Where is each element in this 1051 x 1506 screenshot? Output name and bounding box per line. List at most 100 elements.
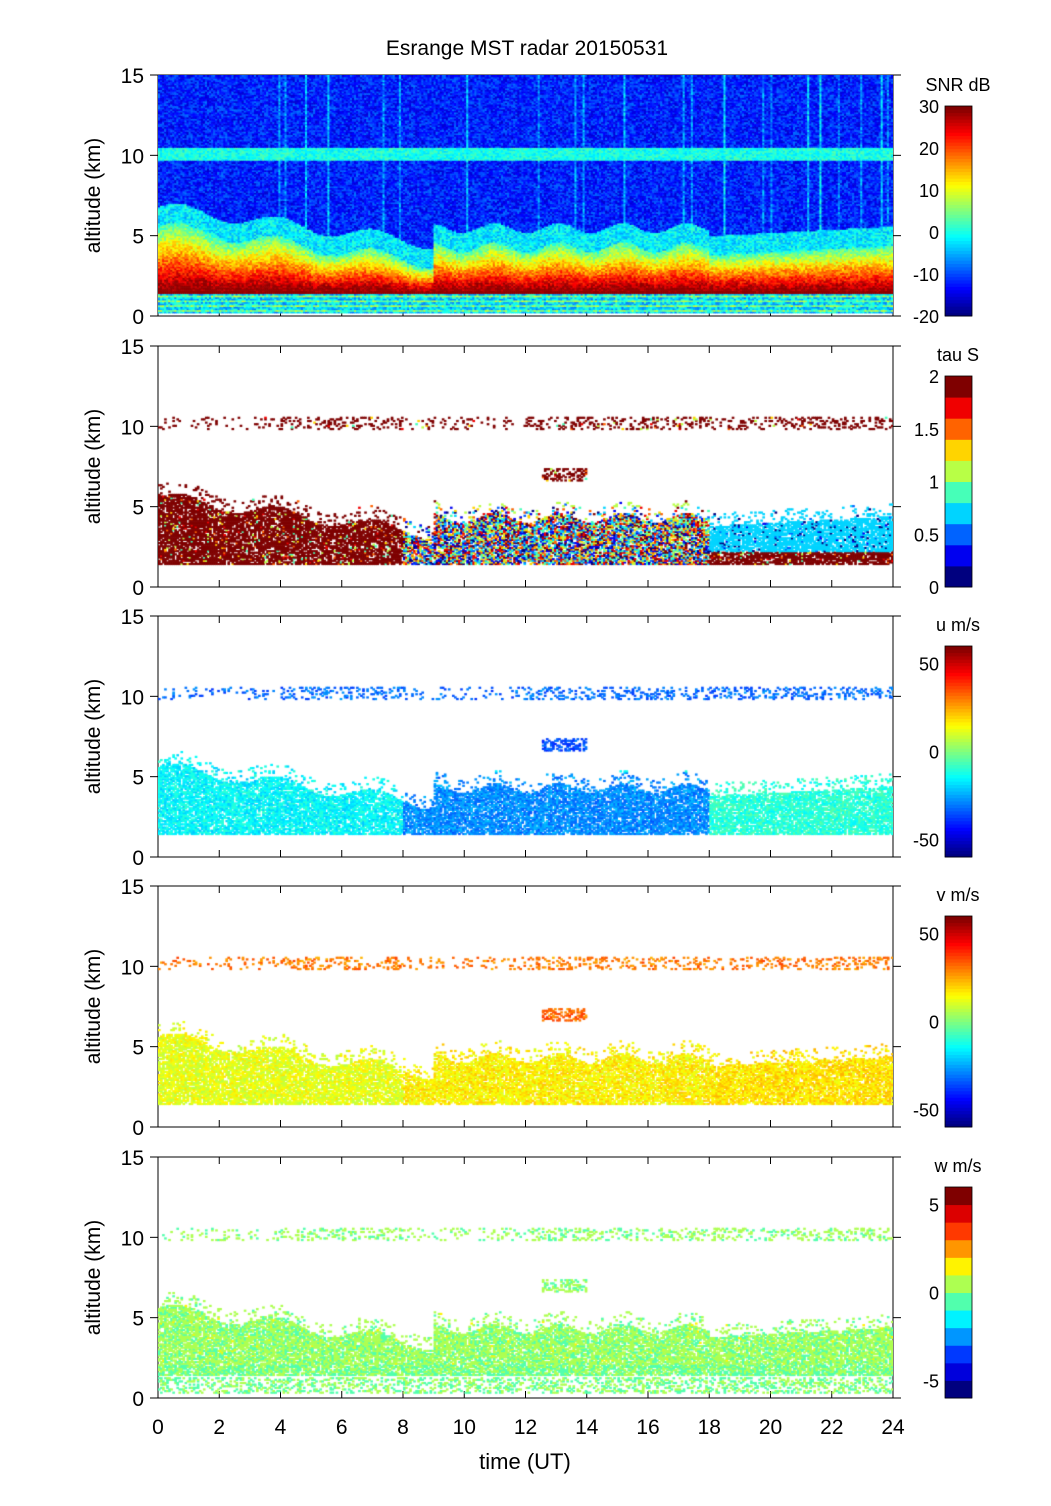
colorbar-frame-w xyxy=(944,1186,973,1399)
colorbar-segment xyxy=(945,1362,972,1381)
colorbar-segment xyxy=(945,289,972,294)
colorbar-tick-label: -50 xyxy=(913,1100,939,1120)
colorbar-label-u: u m/s xyxy=(936,615,980,635)
colorbar-segment xyxy=(945,754,972,759)
colorbar-segment xyxy=(945,1292,972,1311)
colorbar-segment xyxy=(945,804,972,809)
colorbar-label-w: w m/s xyxy=(934,1156,982,1176)
y-axis-label-u: altitude (km) xyxy=(82,679,105,795)
colorbar-segment xyxy=(945,1021,972,1026)
colorbar-segment xyxy=(945,853,972,858)
colorbar-segment xyxy=(945,833,972,838)
colorbar-segment xyxy=(945,692,972,696)
y-tick-label: 15 xyxy=(121,65,144,88)
colorbar-tick-label: 0 xyxy=(929,743,939,763)
colorbar-segment xyxy=(945,728,972,733)
colorbar-segment xyxy=(945,168,972,173)
x-tick-label: 24 xyxy=(881,1416,905,1439)
heatmap-u xyxy=(158,616,893,857)
colorbar-segment xyxy=(945,695,972,700)
colorbar-segment xyxy=(945,850,972,855)
colorbar-segment xyxy=(945,916,972,920)
colorbar-segment xyxy=(945,718,972,723)
colorbar-segment xyxy=(945,1222,972,1241)
colorbar-label-snr: SNR dB xyxy=(925,75,990,95)
y-tick-label: 15 xyxy=(121,336,144,359)
y-axis-label-snr: altitude (km) xyxy=(82,138,105,254)
colorbar-segment xyxy=(945,283,972,287)
colorbar-segment xyxy=(945,1041,972,1046)
colorbar-segment xyxy=(945,705,972,710)
y-tick-label: 10 xyxy=(121,686,144,709)
colorbar-segment xyxy=(945,1008,972,1013)
colorbar-segment xyxy=(945,988,972,993)
colorbar-segment xyxy=(945,181,972,186)
colorbar-segment xyxy=(945,171,972,176)
colorbar-segment xyxy=(945,781,972,785)
colorbar-segment xyxy=(945,675,972,680)
y-tick-label: 0 xyxy=(132,1117,144,1140)
colorbar-tick-label: 50 xyxy=(919,655,939,675)
colorbar-segment xyxy=(945,1031,972,1036)
colorbar-tick-label: 50 xyxy=(919,925,939,945)
colorbar-segment xyxy=(945,194,972,199)
colorbar-segment xyxy=(945,544,972,567)
colorbar-segment xyxy=(945,224,972,228)
colorbar-segment xyxy=(945,830,972,835)
colorbar-segment xyxy=(945,165,972,169)
x-tick-label: 6 xyxy=(336,1416,348,1439)
colorbar-segment xyxy=(945,237,972,242)
colorbar-segment xyxy=(945,1028,972,1032)
colorbar-segment xyxy=(945,115,972,120)
colorbar-segment xyxy=(945,810,972,815)
colorbar-segment xyxy=(945,945,972,950)
colorbar-segment xyxy=(945,1077,972,1082)
y-tick-label: 5 xyxy=(132,497,144,520)
x-tick-label: 18 xyxy=(698,1416,721,1439)
y-tick-label: 15 xyxy=(121,606,144,629)
colorbar-segment xyxy=(945,968,972,973)
colorbar-segment xyxy=(945,678,972,683)
heatmap-tau xyxy=(158,346,893,587)
colorbar-segment xyxy=(945,735,972,739)
colorbar-segment xyxy=(945,266,972,271)
colorbar-segment xyxy=(945,682,972,687)
colorbar-label-tau: tau S xyxy=(937,345,979,365)
colorbar-segment xyxy=(945,975,972,980)
colorbar-segment xyxy=(945,240,972,245)
colorbar-segment xyxy=(945,991,972,996)
colorbar-segment xyxy=(945,922,972,927)
x-tick-label: 14 xyxy=(575,1416,599,1439)
colorbar-segment xyxy=(945,1018,972,1022)
x-tick-label: 16 xyxy=(636,1416,659,1439)
colorbar-segment xyxy=(945,1014,972,1019)
colorbar-segment xyxy=(945,263,972,268)
colorbar-segment xyxy=(945,1345,972,1364)
colorbar-segment xyxy=(945,1044,972,1049)
colorbar-segment xyxy=(945,1110,972,1115)
y-tick-label: 0 xyxy=(132,306,144,329)
colorbar-segment xyxy=(945,962,972,966)
colorbar-segment xyxy=(945,794,972,799)
chart-title: Esrange MST radar 20150531 xyxy=(386,37,668,60)
colorbar-label-v: v m/s xyxy=(937,885,980,905)
y-axis-label-w: altitude (km) xyxy=(82,1220,105,1336)
colorbar-segment xyxy=(945,738,972,743)
y-tick-label: 0 xyxy=(132,847,144,870)
y-tick-label: 10 xyxy=(121,145,144,168)
colorbar-segment xyxy=(945,935,972,940)
colorbar-segment xyxy=(945,807,972,812)
y-axis-label-tau: altitude (km) xyxy=(82,409,105,525)
colorbar-segment xyxy=(945,741,972,746)
colorbar-segment xyxy=(945,204,972,209)
colorbar-tick-label: 1 xyxy=(929,473,939,493)
colorbar-tick-label: -5 xyxy=(923,1371,939,1391)
y-tick-label: 5 xyxy=(132,1308,144,1331)
colorbar-segment xyxy=(945,840,972,845)
colorbar-tick-label: 10 xyxy=(919,181,939,201)
colorbar-segment xyxy=(945,293,972,297)
colorbar-segment xyxy=(945,128,972,133)
colorbar-segment xyxy=(945,247,972,251)
colorbar-segment xyxy=(945,142,972,146)
colorbar-segment xyxy=(945,784,972,789)
